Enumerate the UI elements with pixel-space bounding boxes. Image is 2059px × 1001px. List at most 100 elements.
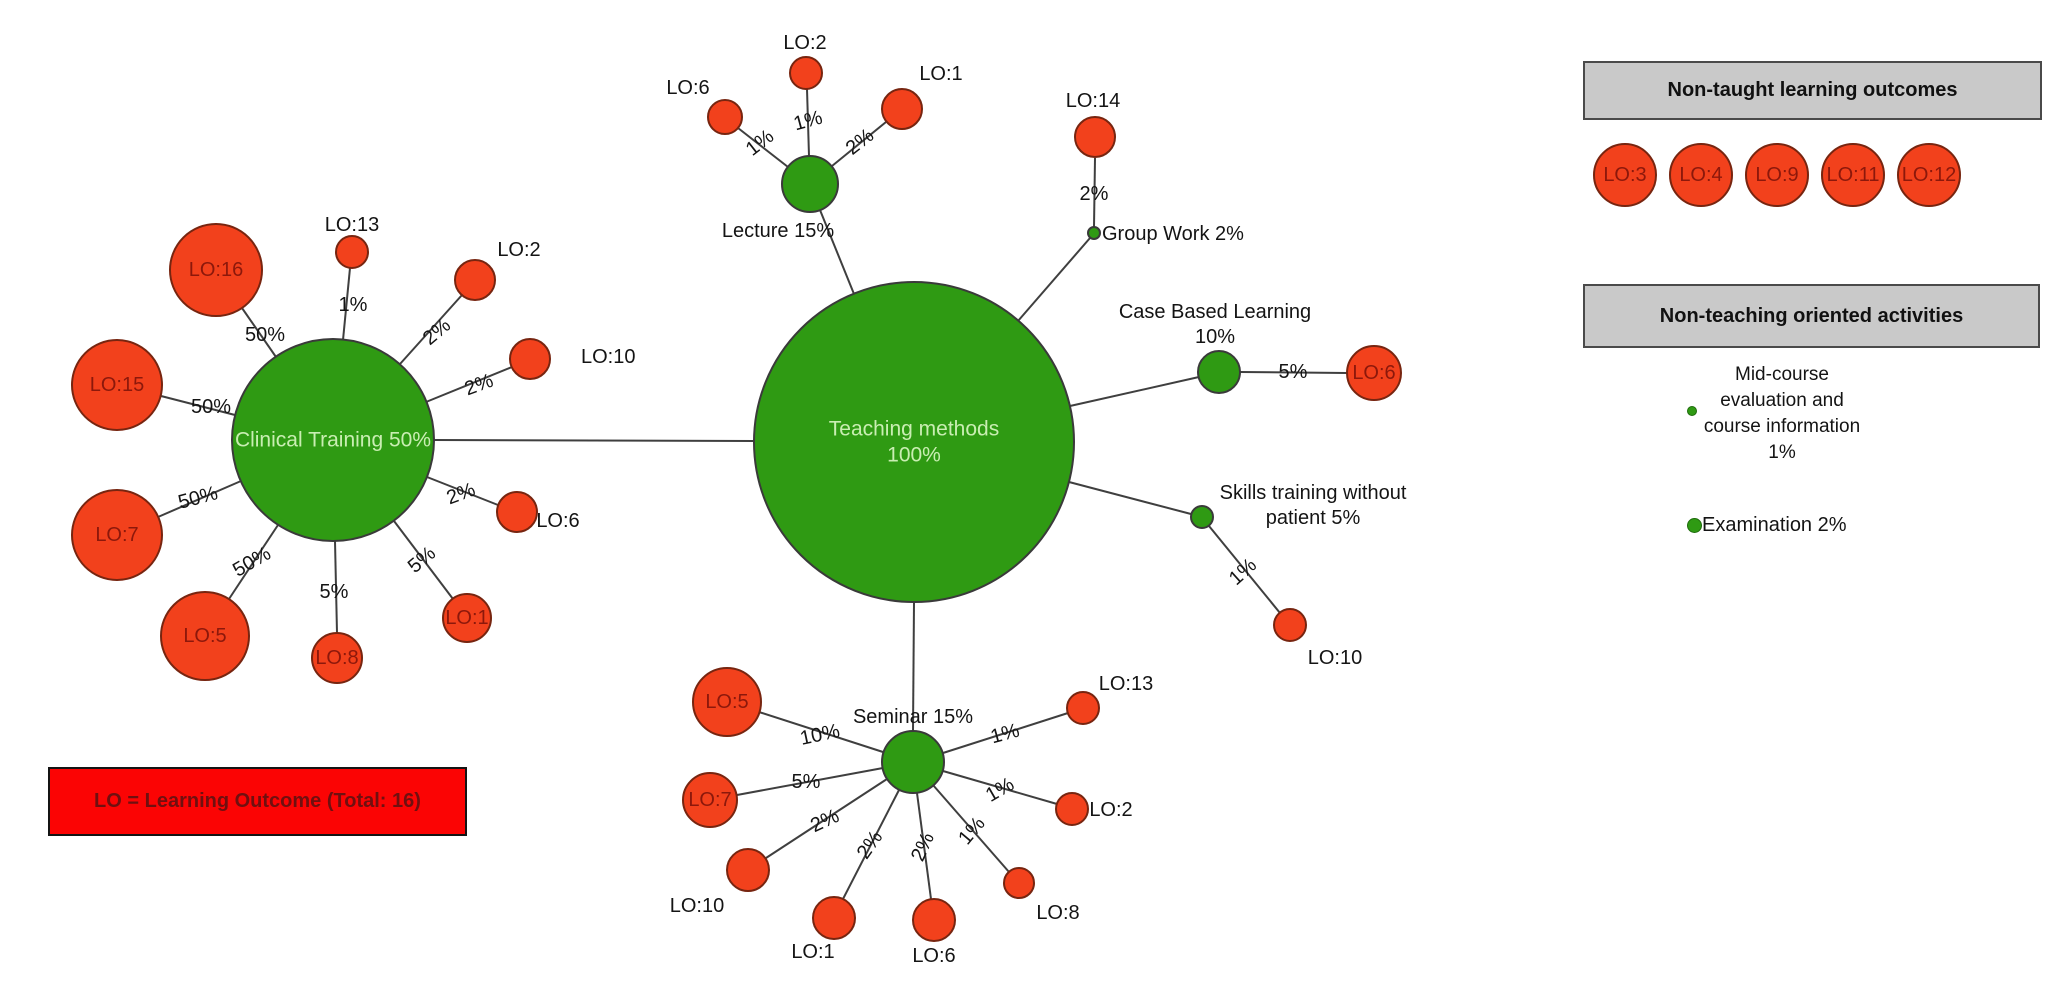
seminar-lo6-link: [916, 792, 932, 900]
seminar-lo7-link-pct-label: 5%: [792, 771, 821, 793]
clinical-lo8-link-pct-label: 5%: [320, 581, 349, 603]
seminar-lo2-link: [942, 770, 1058, 805]
clinical-lo7-link-pct-label: 50%: [176, 482, 221, 514]
clinical-lo6-link-pct-label: 2%: [444, 479, 479, 510]
clinical-lo6-link: [426, 476, 499, 506]
clinical-lo7-text: LO:7: [95, 524, 138, 546]
seminar-lo10: [726, 848, 770, 892]
clinical-lo5-text: LO:5: [183, 625, 226, 647]
teaching-methods-hub-text: Teaching methods: [829, 418, 999, 441]
teaching-methods-hub: [753, 281, 1075, 603]
seminar-lo6-label: LO:6: [912, 945, 955, 967]
clinical-lo6: [496, 491, 538, 533]
clinical-lo15-link-pct-label: 50%: [191, 396, 231, 418]
cbl-lo6-link-pct-label: 5%: [1279, 361, 1308, 383]
seminar-lo10-link: [765, 778, 888, 859]
seminar-lo2: [1055, 792, 1089, 826]
clinical-lo13-link: [342, 267, 351, 341]
clinical-lo1-link: [393, 520, 454, 600]
group-work-node-label: Group Work 2%: [1102, 223, 1244, 245]
clinical-training-hub: [231, 338, 435, 542]
seminar-lo7: [682, 772, 738, 828]
clinical-lo16-text: LO:16: [189, 259, 243, 281]
skills-lo10: [1273, 608, 1307, 642]
clinical-lo1: [442, 593, 492, 643]
non-taught-lo-circle: LO:4: [1669, 143, 1733, 207]
seminar-lo8: [1003, 867, 1035, 899]
skills-lo10-label: LO:10: [1308, 647, 1362, 669]
seminar-lo5-link: [758, 711, 884, 753]
clinical-lo10-label: LO:10: [581, 346, 635, 368]
clinical-lo10-link: [425, 366, 513, 403]
non-taught-lo-circles: LO:3 LO:4 LO:9 LO:11 LO:12: [1593, 143, 1961, 207]
seminar-lo1-link-pct-label: 2%: [853, 827, 888, 863]
lecture-hub: [781, 155, 839, 213]
lecture-lo1-label: LO:1: [919, 63, 962, 85]
non-taught-lo-circle: LO:9: [1745, 143, 1809, 207]
examination-item: Examination 2%: [1687, 514, 1847, 537]
clinical-lo15-text: LO:15: [90, 374, 144, 396]
skills-training-node-label: Skills training without: [1220, 482, 1407, 504]
non-taught-lo-circle: LO:11: [1821, 143, 1885, 207]
lecture-lo1: [881, 88, 923, 130]
midcourse-dot-icon: [1687, 406, 1697, 416]
seminar-lo13-label: LO:13: [1099, 673, 1153, 695]
clinical-lo8: [311, 632, 363, 684]
cbl-lo6-text: LO:6: [1352, 362, 1395, 384]
clinical-lo6-label: LO:6: [536, 510, 579, 532]
seminar-lo7-link: [736, 767, 884, 796]
seminar-lo8-link: [932, 784, 1010, 873]
clinical-lo15: [71, 339, 163, 431]
seminar-hub: [881, 730, 945, 794]
groupwork-lo14: [1074, 116, 1116, 158]
tm-clinical-link: [433, 439, 755, 442]
clinical-lo5: [160, 591, 250, 681]
seminar-lo5-link-pct-label: 10%: [798, 720, 842, 750]
seminar-lo1-link: [842, 789, 900, 900]
case-based-learning-node-label: Case Based Learning: [1119, 301, 1311, 323]
seminar-lo2-link-pct-label: 1%: [982, 773, 1018, 807]
cbl-lo6: [1346, 345, 1402, 401]
case-based-learning-node: [1197, 350, 1241, 394]
seminar-lo6-link-pct-label: 2%: [907, 829, 939, 865]
legend-non-teaching-title: Non-teaching oriented activities: [1583, 284, 2040, 348]
seminar-lo13-link-pct-label: 1%: [988, 720, 1022, 749]
clinical-lo2-link-pct-label: 2%: [419, 314, 455, 350]
tm-groupwork-link: [1017, 237, 1091, 322]
lecture-lo6-label: LO:6: [666, 77, 709, 99]
clinical-lo16-link-pct-label: 50%: [245, 324, 285, 346]
clinical-lo15-link: [160, 395, 236, 416]
groupwork-lo14-link: [1093, 157, 1096, 228]
examination-dot-icon: [1687, 518, 1702, 534]
non-taught-lo-circle: LO:12: [1897, 143, 1961, 207]
seminar-lo7-text: LO:7: [688, 789, 731, 811]
skills-training-node: [1190, 505, 1214, 529]
tm-lecture-link: [819, 209, 855, 295]
clinical-lo13-label: LO:13: [325, 214, 379, 236]
seminar-lo1-label: LO:1: [791, 941, 834, 963]
lecture-lo6-link: [737, 127, 789, 168]
clinical-lo5-link-pct-label: 50%: [229, 542, 275, 581]
midcourse-label: Mid-course evaluation and course informati…: [1703, 364, 1861, 463]
clinical-lo10-link-pct-label: 2%: [462, 370, 497, 401]
group-work-node: [1087, 226, 1101, 240]
lecture-lo2-link: [806, 88, 810, 157]
seminar-lo10-label: LO:10: [670, 895, 724, 917]
clinical-lo13: [335, 235, 369, 269]
clinical-lo1-text: LO:1: [445, 607, 488, 629]
clinical-lo7: [71, 489, 163, 581]
lecture-lo6: [707, 99, 743, 135]
tm-seminar-link: [912, 601, 915, 732]
legend-non-taught-title: Non-taught learning outcomes: [1583, 61, 2042, 120]
clinical-training-hub-text: Clinical Training 50%: [235, 429, 431, 452]
seminar-hub-label: Seminar 15%: [853, 706, 973, 728]
clinical-lo5-link: [228, 524, 279, 600]
clinical-lo8-text: LO:8: [315, 647, 358, 669]
skills-lo10-link: [1208, 525, 1281, 614]
lecture-lo2-label: LO:2: [783, 32, 826, 54]
case-based-learning-node-label: 10%: [1195, 326, 1235, 348]
lecture-lo2-link-pct-label: 1%: [791, 107, 825, 136]
lecture-lo2: [789, 56, 823, 90]
